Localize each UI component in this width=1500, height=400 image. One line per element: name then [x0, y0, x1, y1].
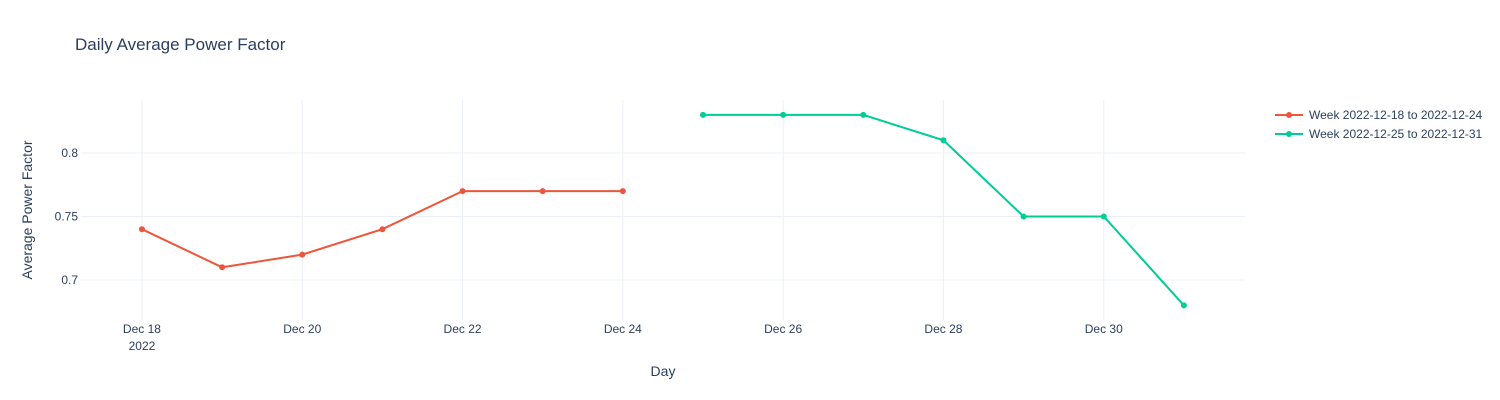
legend-label: Week 2022-12-18 to 2022-12-24 — [1309, 108, 1483, 122]
data-point[interactable] — [619, 188, 626, 195]
legend-item[interactable]: Week 2022-12-25 to 2022-12-31 — [1275, 127, 1483, 141]
data-point[interactable] — [459, 188, 466, 195]
data-point[interactable] — [539, 188, 546, 195]
data-point[interactable] — [700, 111, 706, 118]
x-tick-label: Dec 18 — [123, 322, 161, 336]
x-axis-ticks: Dec 18 2022 Dec 20 Dec 22 Dec 24 Dec 26 Dec 28… — [123, 322, 1123, 353]
legend: Week 2022-12-18 to 2022-12-24 Week 2022-1… — [1275, 108, 1483, 141]
series-layer — [138, 111, 1187, 309]
data-point[interactable] — [940, 137, 947, 144]
x-tick-year-label: 2022 — [129, 339, 156, 353]
data-point[interactable] — [138, 226, 145, 233]
data-point[interactable] — [379, 226, 386, 233]
data-point[interactable] — [299, 251, 306, 258]
y-tick-label: 0.75 — [55, 210, 79, 224]
legend-item[interactable]: Week 2022-12-18 to 2022-12-24 — [1275, 108, 1483, 122]
legend-marker — [1286, 131, 1292, 137]
gridlines — [81, 100, 1245, 320]
y-axis-title: Average Power Factor — [19, 140, 35, 279]
x-tick-label: Dec 26 — [764, 322, 802, 336]
x-tick-label: Dec 28 — [924, 322, 962, 336]
data-point[interactable] — [1180, 302, 1187, 309]
y-axis-ticks: 0.7 0.75 0.8 — [55, 146, 79, 287]
series-2 — [700, 111, 1187, 309]
x-tick-label: Dec 30 — [1085, 322, 1123, 336]
x-tick-label: Dec 20 — [283, 322, 321, 336]
y-tick-label: 0.8 — [61, 146, 78, 160]
x-axis-title: Day — [651, 363, 676, 379]
y-tick-label: 0.7 — [61, 273, 78, 287]
legend-marker — [1286, 112, 1292, 118]
x-tick-label: Dec 22 — [444, 322, 482, 336]
data-point[interactable] — [1100, 213, 1107, 220]
legend-label: Week 2022-12-25 to 2022-12-31 — [1309, 127, 1483, 141]
series-1 — [138, 188, 626, 271]
x-tick-label: Dec 24 — [604, 322, 642, 336]
data-point[interactable] — [780, 111, 787, 118]
chart-title: Daily Average Power Factor — [75, 35, 286, 54]
data-point[interactable] — [219, 264, 226, 271]
data-point[interactable] — [860, 111, 867, 118]
data-point[interactable] — [1020, 213, 1027, 220]
